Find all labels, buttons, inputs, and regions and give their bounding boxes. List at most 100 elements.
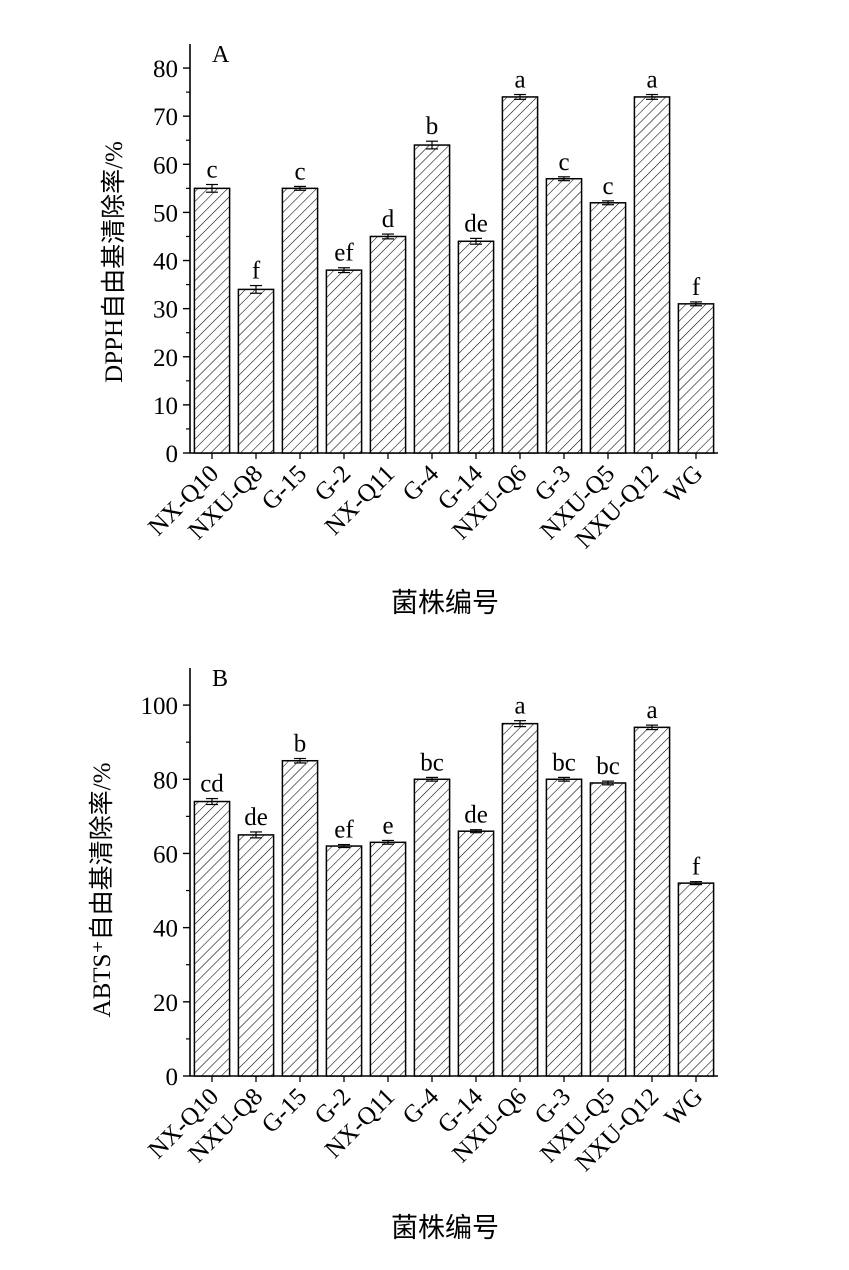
error-bar-G-14 [470,829,482,834]
error-bar-WG [690,881,702,886]
bar-G-2 [325,269,363,454]
x-tick-label-G-15: G-15 [257,1083,312,1138]
x-axis-title-b: 菌株编号 [391,1213,499,1243]
error-bar-G-3 [558,176,570,182]
error-bar-G-15 [294,757,306,764]
significance-label-NX-Q10: cd [200,771,224,798]
significance-label-NXU-Q5: c [602,173,613,200]
x-axis-title-a: 菌株编号 [391,588,499,618]
bar-NX-Q10 [193,800,231,1077]
significance-label-NXU-Q6: a [514,67,525,94]
error-bar-NXU-Q12 [646,724,658,731]
significance-label-G-2: ef [334,817,354,844]
error-bar-WG [690,301,702,307]
bar-G-14 [457,830,495,1077]
error-bar-NX-Q10 [206,797,218,806]
chart-panel-b: B ABTS⁺自由基清除率/% 菌株编号 020406080100cdNX-Q1… [88,666,718,1243]
bar-NXU-Q5 [589,782,627,1077]
y-tick-label: 60 [153,152,178,179]
bar-NXU-Q8 [237,288,275,454]
error-bar-NXU-Q5 [602,200,614,206]
error-bar-NX-Q11 [382,839,394,845]
significance-label-NXU-Q8: f [252,258,261,285]
bar-NXU-Q8 [237,834,275,1077]
error-bar-NXU-Q6 [514,93,526,100]
significance-label-NXU-Q12: a [646,67,657,94]
significance-label-WG: f [692,274,701,301]
error-bar-NXU-Q6 [514,720,526,728]
y-tick-label: 20 [153,990,178,1017]
bar-NXU-Q5 [589,202,627,454]
significance-label-G-4: bc [420,749,444,776]
bar-G-2 [325,845,363,1077]
bar-WG [677,303,715,454]
bar-NXU-Q12 [633,96,671,454]
y-tick-label: 40 [153,916,178,943]
x-tick-label-WG: WG [660,1083,709,1132]
bar-NXU-Q12 [633,726,671,1077]
y-tick-label: 0 [166,441,179,468]
significance-label-G-15: c [294,158,305,185]
significance-label-WG: f [692,854,701,881]
significance-label-NXU-Q12: a [646,697,657,724]
y-tick-label: 40 [153,249,178,276]
significance-label-G-3: c [558,149,569,176]
x-tick-label-WG: WG [660,460,709,509]
bar-NXU-Q6 [501,722,539,1077]
bar-WG [677,882,715,1077]
error-bar-NX-Q10 [206,183,218,193]
error-bar-G-3 [558,776,570,782]
significance-label-NX-Q11: d [382,206,395,233]
y-tick-label: 60 [153,841,178,868]
significance-label-G-14: de [464,210,488,237]
error-bar-NXU-Q8 [250,284,262,294]
significance-label-G-14: de [464,802,488,829]
bar-NX-Q11 [369,841,407,1077]
significance-label-NX-Q10: c [206,157,217,184]
significance-label-NXU-Q8: de [244,804,268,831]
y-axis-title-a: DPPH自由基清除率/% [100,141,128,383]
y-tick-label: 20 [153,345,178,372]
significance-label-G-4: b [426,113,439,140]
significance-label-G-2: ef [334,240,354,267]
error-bar-NXU-Q5 [602,780,614,786]
bar-NX-Q10 [193,187,231,454]
chart-panel-a: A DPPH自由基清除率/% 菌株编号 01020304050607080cNX… [100,42,718,618]
error-bar-G-14 [470,237,482,245]
error-bar-NXU-Q8 [250,831,262,839]
bar-G-3 [545,778,583,1077]
significance-label-NXU-Q5: bc [596,753,620,780]
panel-label-a: A [212,42,230,68]
significance-label-NXU-Q6: a [514,693,525,720]
error-bar-NXU-Q12 [646,93,658,100]
bar-G-3 [545,177,583,454]
y-tick-label: 30 [153,297,178,324]
significance-label-G-3: bc [552,749,576,776]
y-tick-label: 80 [153,767,178,794]
y-tick-label: 50 [153,200,178,227]
y-tick-label: 80 [153,56,178,83]
significance-label-G-15: b [294,731,307,758]
y-tick-label: 0 [166,1064,179,1091]
y-tick-label: 70 [153,104,178,131]
error-bar-G-4 [426,140,438,150]
y-axis-title-b: ABTS⁺自由基清除率/% [88,763,116,1018]
panel-label-b: B [212,666,228,692]
x-tick-label-G-15: G-15 [257,460,312,515]
error-bar-G-2 [338,843,350,849]
error-bar-NX-Q11 [382,233,394,240]
bar-G-15 [281,759,319,1077]
bar-G-15 [281,187,319,454]
error-bar-G-2 [338,267,350,274]
error-bar-G-15 [294,185,306,191]
bar-G-4 [413,778,451,1077]
bar-NX-Q11 [369,235,407,454]
significance-label-NX-Q11: e [382,812,393,839]
bar-G-4 [413,144,451,454]
error-bar-G-4 [426,776,438,782]
y-tick-label: 10 [153,393,178,420]
bar-G-14 [457,240,495,454]
y-tick-label: 100 [141,693,179,720]
